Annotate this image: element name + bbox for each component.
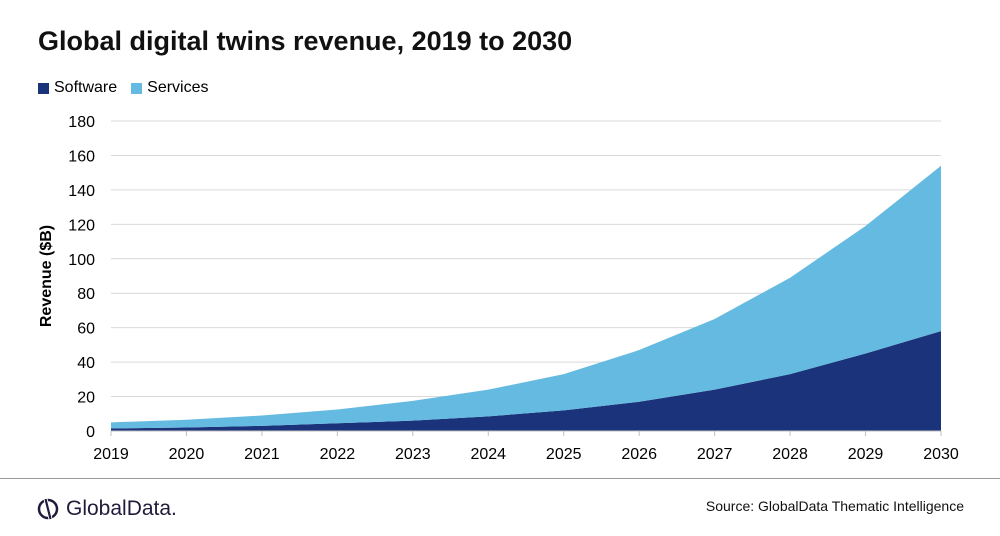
logo-text: GlobalData. bbox=[66, 497, 177, 520]
footer-divider bbox=[0, 478, 1000, 479]
source-note: Source: GlobalData Thematic Intelligence bbox=[705, 498, 964, 514]
x-tick-label: 2020 bbox=[169, 446, 205, 463]
x-tick-label: 2030 bbox=[923, 446, 959, 463]
y-tick-label: 60 bbox=[77, 321, 95, 338]
x-tick-label: 2029 bbox=[848, 446, 884, 463]
legend-item-services: Services bbox=[131, 79, 209, 97]
y-tick-label: 100 bbox=[68, 252, 95, 269]
x-tick-label: 2027 bbox=[697, 446, 733, 463]
y-tick-label: 0 bbox=[86, 424, 95, 441]
legend-swatch-software bbox=[38, 82, 49, 94]
legend-label: Software bbox=[54, 79, 118, 96]
legend: Software Services bbox=[38, 79, 209, 97]
y-tick-label: 20 bbox=[77, 390, 95, 407]
x-tick-label: 2025 bbox=[546, 446, 582, 463]
x-tick-label: 2028 bbox=[772, 446, 808, 463]
x-tick-label: 2022 bbox=[320, 446, 356, 463]
x-tick-label: 2023 bbox=[395, 446, 431, 463]
area-software bbox=[111, 331, 941, 431]
globaldata-logo-icon bbox=[37, 496, 59, 522]
y-tick-label: 180 bbox=[68, 114, 95, 131]
y-tick-label: 40 bbox=[77, 355, 95, 372]
chart-plot: 0 20 40 60 80 100 120 140 160 180 2019 2020 2021 2022… bbox=[38, 114, 959, 463]
x-tick-label: 2026 bbox=[621, 446, 657, 463]
y-tick-label: 140 bbox=[68, 183, 95, 200]
y-tick-label: 80 bbox=[77, 286, 95, 303]
y-tick-label: 120 bbox=[68, 217, 95, 234]
legend-swatch-services bbox=[131, 82, 143, 94]
chart-title: Global digital twins revenue, 2019 to 20… bbox=[38, 26, 573, 56]
y-tick-label: 160 bbox=[68, 148, 95, 165]
x-tick-label: 2024 bbox=[470, 446, 506, 463]
globaldata-logo: GlobalData. bbox=[36, 495, 177, 523]
x-tick-label: 2019 bbox=[93, 446, 129, 463]
area-services bbox=[111, 165, 941, 429]
y-axis-label: Revenue ($B) bbox=[38, 225, 55, 327]
legend-label: Services bbox=[147, 79, 209, 96]
x-tick-label: 2021 bbox=[244, 446, 280, 463]
legend-item-software: Software bbox=[38, 79, 117, 97]
